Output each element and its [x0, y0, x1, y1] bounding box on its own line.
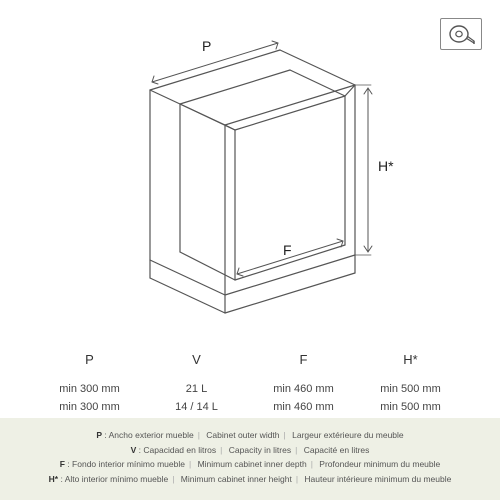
cell: min 460 mm [254, 399, 353, 417]
col-head-h: H* [361, 352, 460, 381]
cell: 14 / 14 L [147, 399, 246, 417]
dim-label-h: H* [378, 158, 394, 174]
dim-label-p: P [202, 38, 211, 54]
dim-label-f: F [283, 242, 292, 258]
legend-strip: P : Ancho exterior mueble| Cabinet outer… [0, 418, 500, 500]
cabinet-diagram: P F H* [90, 30, 410, 330]
figure-canvas: P F H* P V F H* min 300 mm min 300 mm 21… [0, 0, 500, 500]
col-head-p: P [40, 352, 139, 381]
legend-line-2: V : Capacidad en litros| Capacity in lit… [14, 443, 486, 457]
cell: min 300 mm [40, 381, 139, 399]
cell-h: min 500 mm min 500 mm [361, 381, 460, 416]
col-head-v: V [147, 352, 246, 381]
cell: min 300 mm [40, 399, 139, 417]
col-head-f: F [254, 352, 353, 381]
legend-line-4: H* : Alto interior mínimo mueble| Minimu… [14, 472, 486, 486]
cell: min 500 mm [361, 381, 460, 399]
cell: min 460 mm [254, 381, 353, 399]
cell: 21 L [147, 381, 246, 399]
spec-table: P V F H* min 300 mm min 300 mm 21 L 14 /… [40, 352, 460, 416]
cell-p: min 300 mm min 300 mm [40, 381, 139, 416]
cell: min 500 mm [361, 399, 460, 417]
cell-v: 21 L 14 / 14 L [147, 381, 246, 416]
legend-line-1: P : Ancho exterior mueble| Cabinet outer… [14, 428, 486, 442]
legend-line-3: F : Fondo interior mínimo mueble| Minimu… [14, 457, 486, 471]
tape-measure-icon [440, 18, 482, 50]
cell-f: min 460 mm min 460 mm [254, 381, 353, 416]
